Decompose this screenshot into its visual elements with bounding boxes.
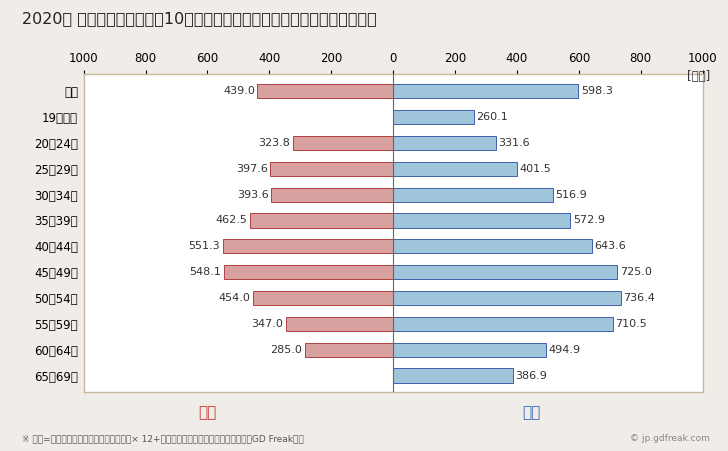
- Text: 393.6: 393.6: [237, 189, 269, 200]
- Bar: [393, 317, 613, 331]
- Text: 女性: 女性: [198, 405, 217, 420]
- Bar: [393, 188, 553, 202]
- Bar: [272, 188, 393, 202]
- Text: 260.1: 260.1: [476, 112, 508, 122]
- Bar: [393, 213, 570, 228]
- Text: 347.0: 347.0: [251, 319, 283, 329]
- Bar: [393, 265, 617, 279]
- Bar: [305, 343, 393, 357]
- Text: 710.5: 710.5: [615, 319, 647, 329]
- Bar: [393, 291, 621, 305]
- Text: 494.9: 494.9: [549, 345, 581, 355]
- Text: 725.0: 725.0: [620, 267, 652, 277]
- Text: 439.0: 439.0: [223, 86, 255, 96]
- Bar: [393, 368, 513, 383]
- Bar: [393, 343, 546, 357]
- Text: 736.4: 736.4: [623, 293, 655, 303]
- Bar: [393, 136, 496, 150]
- Bar: [393, 161, 518, 176]
- Bar: [393, 239, 593, 253]
- Text: [万円]: [万円]: [687, 70, 710, 83]
- Bar: [293, 136, 393, 150]
- Text: 551.3: 551.3: [189, 241, 220, 251]
- Bar: [257, 84, 393, 98]
- Text: 462.5: 462.5: [215, 216, 248, 226]
- Bar: [253, 291, 393, 305]
- Text: 572.9: 572.9: [573, 216, 605, 226]
- Text: 548.1: 548.1: [189, 267, 221, 277]
- Text: 386.9: 386.9: [515, 371, 547, 381]
- Text: 401.5: 401.5: [520, 164, 552, 174]
- Bar: [223, 265, 393, 279]
- Bar: [393, 84, 578, 98]
- Text: 516.9: 516.9: [555, 189, 587, 200]
- Text: 643.6: 643.6: [595, 241, 627, 251]
- Text: © jp.gdfreak.com: © jp.gdfreak.com: [630, 434, 710, 443]
- Text: 323.8: 323.8: [258, 138, 290, 148]
- Bar: [393, 110, 474, 124]
- Bar: [223, 239, 393, 253]
- Bar: [286, 317, 393, 331]
- Bar: [270, 161, 393, 176]
- Text: 285.0: 285.0: [271, 345, 302, 355]
- Text: 397.6: 397.6: [236, 164, 268, 174]
- Text: 男性: 男性: [522, 405, 541, 420]
- Text: ※ 年収=「きまって支給する現金給与額」× 12+「年間賞与その他特別給与額」としてGD Freak推計: ※ 年収=「きまって支給する現金給与額」× 12+「年間賞与その他特別給与額」と…: [22, 434, 304, 443]
- Text: 598.3: 598.3: [581, 86, 612, 96]
- Bar: [250, 213, 393, 228]
- Text: 331.6: 331.6: [498, 138, 530, 148]
- Text: 454.0: 454.0: [218, 293, 250, 303]
- Text: 2020年 民間企業（従業者数10人以上）フルタイム労働者の男女別平均年収: 2020年 民間企業（従業者数10人以上）フルタイム労働者の男女別平均年収: [22, 11, 376, 26]
